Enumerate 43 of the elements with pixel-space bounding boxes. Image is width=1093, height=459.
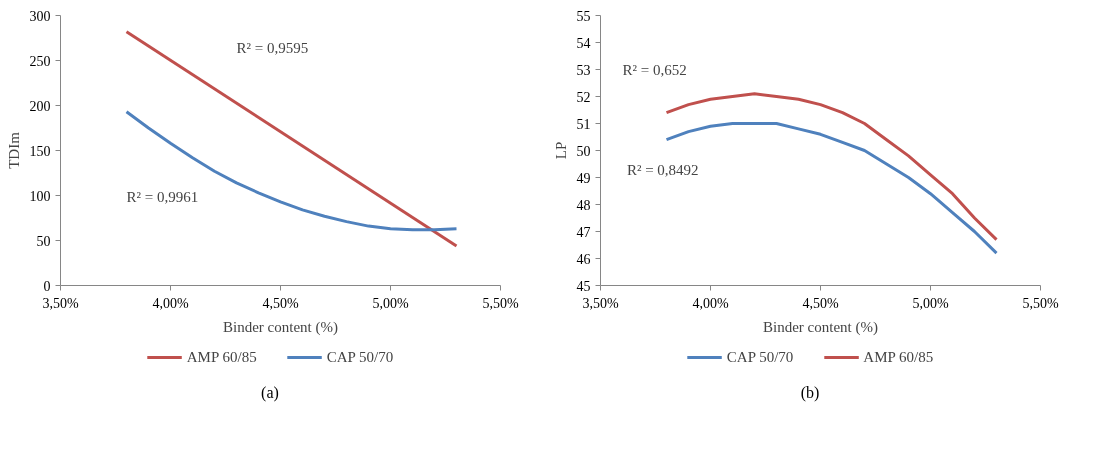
text: (b) (800, 383, 820, 404)
legend-label: AMP 60/85 (863, 348, 934, 366)
y-axis-title: TDIm (5, 131, 22, 169)
y-tick-label: 52 (576, 89, 591, 105)
legend-label: CAP 50/70 (326, 348, 394, 366)
y-tick-label: 48 (576, 197, 591, 213)
line-series (125, 110, 458, 232)
y-tick-label: 300 (29, 8, 51, 24)
y-tick-label: 51 (576, 116, 591, 132)
x-tick-label: 4,00% (152, 295, 189, 311)
y-tick-label: 0 (43, 278, 51, 294)
y-tick-label: 45 (576, 278, 591, 294)
legend-label: AMP 60/85 (186, 348, 257, 366)
text: (a) (261, 383, 279, 404)
annotation: R² = 0,8492 (626, 161, 699, 178)
x-tick-label: 4,00% (692, 295, 729, 311)
x-tick-label: 4,50% (262, 295, 299, 311)
y-tick-label: 49 (576, 170, 591, 186)
legend-label: CAP 50/70 (726, 348, 794, 366)
x-tick-label: 5,00% (372, 295, 409, 311)
y-tick-label: 50 (36, 233, 51, 249)
y-tick-label: 53 (576, 62, 591, 78)
y-tick-label: 100 (29, 188, 51, 204)
y-tick-label: 50 (576, 143, 591, 159)
y-tick-label: 250 (29, 53, 51, 69)
x-tick-label: 5,50% (1022, 295, 1059, 311)
annotation: R² = 0,652 (622, 61, 687, 78)
annotation: R² = 0,9961 (126, 188, 199, 205)
x-tick-label: 4,50% (802, 295, 839, 311)
y-tick-label: 55 (576, 8, 591, 24)
x-tick-label: 5,00% (912, 295, 949, 311)
x-tick-label: 5,50% (482, 295, 519, 311)
annotation: R² = 0,9595 (236, 40, 309, 56)
x-axis-title: Binder content (%) (763, 318, 878, 336)
x-tick-label: 3,50% (582, 295, 619, 311)
y-tick-label: 54 (576, 35, 591, 51)
x-axis-title: Binder content (%) (223, 318, 338, 336)
y-tick-label: 200 (29, 98, 51, 114)
y-axis-title: LP (552, 141, 569, 160)
y-tick-label: 47 (576, 224, 591, 240)
y-tick-label: 46 (576, 251, 591, 267)
y-tick-label: 150 (29, 143, 51, 159)
x-tick-label: 3,50% (42, 295, 79, 311)
